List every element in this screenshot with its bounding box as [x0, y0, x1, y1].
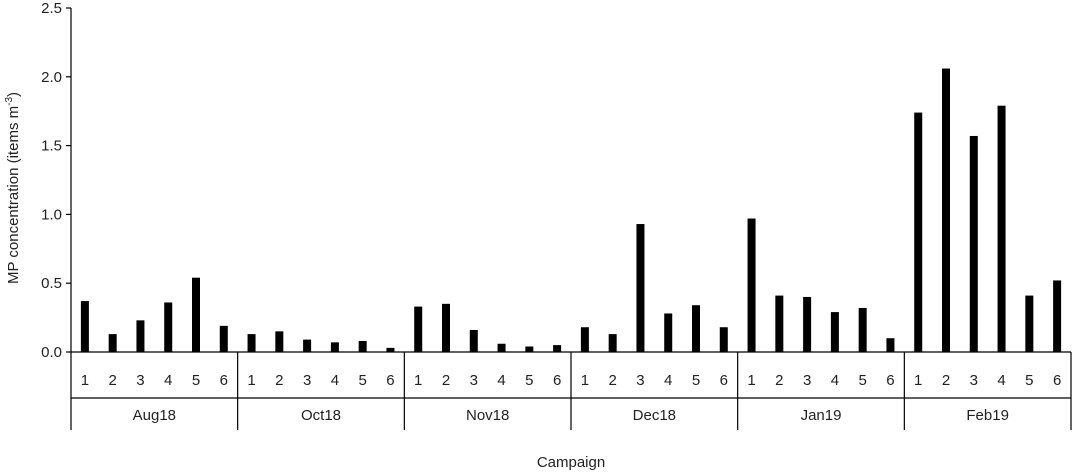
x-tick-label: 6 [720, 372, 728, 389]
bar-Nov18-3 [469, 329, 478, 352]
x-axis: 1 2 3 4 5 6 Aug18 1 2 3 4 5 6 Oct18 1 2 3 4 5 6 Nov18 1 2 3 4 5 6 D… [70, 351, 1072, 430]
group-label: Aug18 [133, 407, 176, 424]
bar-Oct18-1 [247, 334, 256, 352]
bar-Dec18-1 [580, 327, 589, 352]
bar-Oct18-6 [386, 347, 395, 352]
y-tick-label: 1.5 [41, 138, 62, 155]
bar-Feb19-3 [969, 135, 978, 352]
x-tick-label: 1 [914, 372, 922, 389]
bar-Dec18-6 [719, 327, 728, 352]
x-tick-label: 5 [525, 372, 533, 389]
group-label: Nov18 [466, 407, 509, 424]
x-tick-label: 5 [1025, 372, 1033, 389]
bar-Nov18-2 [442, 303, 450, 352]
x-tick-label: 3 [136, 372, 144, 389]
x-tick-label: 1 [247, 372, 255, 389]
bar-Nov18-6 [553, 345, 562, 352]
group-label: Jan19 [801, 407, 842, 424]
x-tick-label: 6 [386, 372, 394, 389]
x-tick-label: 2 [442, 372, 450, 389]
x-tick-label: 6 [553, 372, 561, 389]
bar-Dec18-2 [608, 334, 617, 352]
bar-Oct18-3 [303, 339, 312, 352]
bar-Feb19-4 [997, 105, 1006, 352]
x-tick-label: 5 [692, 372, 700, 389]
x-tick-label: 5 [192, 372, 200, 389]
group-label: Oct18 [301, 407, 341, 424]
x-tick-label: 2 [942, 372, 950, 389]
x-tick-label: 1 [81, 372, 89, 389]
x-tick-label: 2 [775, 372, 783, 389]
x-axis-title: Campaign [537, 454, 605, 471]
x-tick-label: 3 [636, 372, 644, 389]
x-tick-label: 1 [581, 372, 589, 389]
x-tick-label: 4 [997, 372, 1005, 389]
x-tick-label: 1 [414, 372, 422, 389]
bar-Oct18-5 [358, 340, 367, 352]
group-label: Feb19 [966, 407, 1009, 424]
x-tick-label: 4 [664, 372, 672, 389]
x-tick-label: 4 [331, 372, 339, 389]
bar-Feb19-6 [1053, 280, 1062, 352]
y-axis-title: MP concentration (items m-3) [4, 92, 22, 284]
x-tick-label: 3 [303, 372, 311, 389]
bar-Aug18-6 [219, 325, 228, 352]
bar-Dec18-3 [636, 224, 645, 352]
bar-Dec18-4 [664, 313, 673, 352]
bars [80, 68, 1062, 353]
x-tick-label: 2 [608, 372, 616, 389]
y-tick-label: 0.0 [41, 344, 62, 361]
y-tick-label: 2.0 [41, 69, 62, 86]
x-tick-label: 3 [803, 372, 811, 389]
x-tick-label: 3 [470, 372, 478, 389]
y-tick-label: 0.5 [41, 275, 62, 292]
bar-Jan19-6 [886, 338, 895, 352]
x-tick-label: 4 [164, 372, 172, 389]
x-tick-label: 6 [220, 372, 228, 389]
x-tick-label: 2 [275, 372, 283, 389]
bar-Nov18-1 [414, 306, 423, 352]
x-tick-label: 1 [747, 372, 755, 389]
bar-Aug18-1 [80, 301, 89, 352]
x-tick-label: 6 [886, 372, 894, 389]
y-axis: 0.0 0.5 1.0 1.5 2.0 2.5 [41, 0, 72, 361]
bar-Jan19-2 [775, 295, 784, 352]
bar-Jan19-5 [858, 307, 867, 352]
x-tick-label: 2 [108, 372, 116, 389]
bar-Oct18-4 [330, 342, 339, 352]
x-tick-label: 4 [497, 372, 505, 389]
bar-Dec18-5 [692, 305, 700, 352]
bar-Nov18-4 [497, 343, 506, 352]
bar-Jan19-3 [803, 296, 812, 352]
y-tick-label: 1.0 [41, 206, 62, 223]
bar-Jan19-1 [747, 218, 756, 352]
bar-Feb19-1 [914, 112, 923, 353]
bar-Aug18-5 [192, 277, 200, 352]
bar-Feb19-2 [942, 68, 950, 352]
x-tick-label: 3 [970, 372, 978, 389]
bar-Aug18-4 [164, 302, 173, 352]
y-tick-label: 2.5 [41, 0, 62, 17]
x-tick-label: 4 [831, 372, 839, 389]
x-tick-label: 5 [858, 372, 866, 389]
x-tick-label: 6 [1053, 372, 1061, 389]
bar-Feb19-5 [1025, 295, 1034, 352]
group-label: Dec18 [633, 407, 676, 424]
bar-Jan19-4 [830, 312, 839, 352]
bar-Aug18-3 [136, 320, 145, 352]
bar-Oct18-2 [275, 331, 284, 352]
bar-Nov18-5 [525, 346, 534, 352]
bar-Aug18-2 [108, 334, 117, 352]
x-tick-label: 5 [358, 372, 366, 389]
